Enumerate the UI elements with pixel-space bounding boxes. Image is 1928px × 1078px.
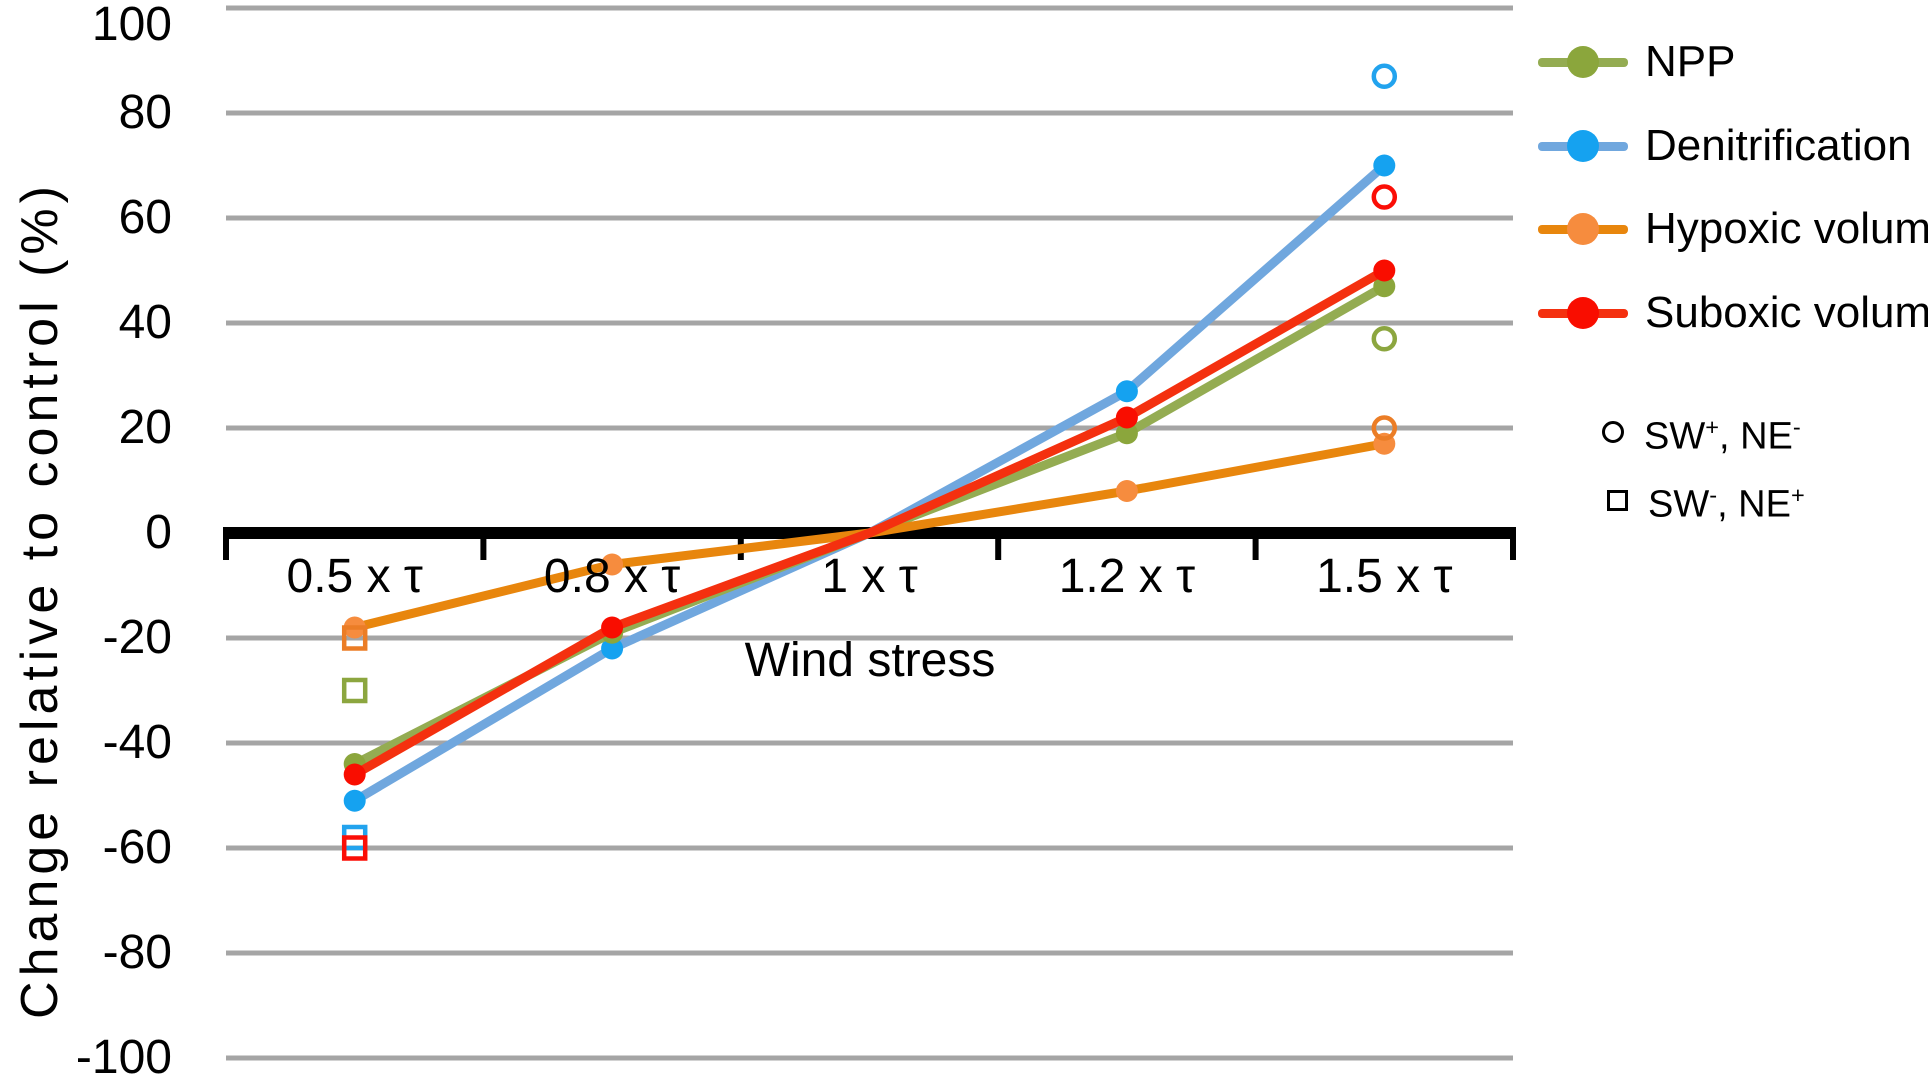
legend-item-label: Hypoxic volume <box>1645 204 1928 253</box>
legend-swatch-icon <box>1538 122 1628 170</box>
legend-marker-icon <box>1567 297 1599 329</box>
legend-item-label: Suboxic volume <box>1645 288 1928 337</box>
open-circle-marker-npp <box>1371 326 1398 352</box>
legend-item-npp: NPP <box>1538 38 1735 86</box>
open-circle-marker-hypoxic-volume <box>1371 415 1398 441</box>
y-tick-label: -60 <box>102 821 172 874</box>
legend-swatch-icon <box>1538 205 1628 253</box>
series-marker-denitrification <box>343 789 366 812</box>
open-circle-icon <box>1602 421 1624 443</box>
x-tick-label: 1.2 x τ <box>1058 550 1196 603</box>
y-tick-label: 20 <box>118 401 172 454</box>
y-tick-label: -80 <box>102 926 172 979</box>
legend-item-denitrification: Denitrification <box>1538 122 1912 170</box>
legend-swatch-icon <box>1538 38 1628 86</box>
legend-marker-icon <box>1567 46 1599 78</box>
legend-item-suboxic-volume: Suboxic volume <box>1538 289 1928 337</box>
series-marker-suboxic-volume <box>1373 259 1396 282</box>
series-line-denitrification <box>350 161 1389 806</box>
open-circle-marker-suboxic-volume <box>1371 184 1398 210</box>
series-marker-suboxic-volume <box>1115 406 1138 429</box>
series-marker-hypoxic-volume <box>1115 480 1138 502</box>
legend-label-sw-plus-ne-minus: SW+, NE- <box>1644 414 1801 458</box>
y-tick-label: 80 <box>118 86 172 139</box>
x-tick-label: 0.5 x τ <box>286 550 423 603</box>
legend-item-sw-plus-ne-minus: SW+, NE- <box>1602 408 1801 458</box>
legend-item-hypoxic-volume: Hypoxic volume <box>1538 205 1928 253</box>
open-circle-marker-denitrification <box>1371 63 1398 89</box>
open-square-marker-npp <box>341 677 368 704</box>
y-tick-label: 40 <box>118 296 172 349</box>
y-tick-label: -20 <box>102 611 172 664</box>
open-square-marker-suboxic-volume <box>341 835 368 861</box>
series-marker-suboxic-volume <box>601 616 624 639</box>
x-tick-label: 1 x τ <box>821 550 918 603</box>
y-tick-label: -100 <box>75 1031 172 1078</box>
series-marker-denitrification <box>1373 154 1396 177</box>
series-marker-suboxic-volume <box>343 763 366 786</box>
y-tick-label: 100 <box>91 0 172 51</box>
legend-item-sw-minus-ne-plus: SW-, NE+ <box>1607 476 1805 526</box>
legend-marker-icon <box>1567 213 1599 245</box>
x-tick-label: 1.5 x τ <box>1316 550 1453 603</box>
y-tick-label: 60 <box>118 191 172 244</box>
series-marker-hypoxic-volume <box>601 553 624 576</box>
open-square-marker-hypoxic-volume <box>341 625 368 651</box>
legend-label-sw-minus-ne-plus: SW-, NE+ <box>1648 482 1805 526</box>
series-marker-npp <box>1115 422 1138 445</box>
legend-marker-icon <box>1567 130 1599 162</box>
open-square-icon <box>1607 489 1628 511</box>
legend-item-label: NPP <box>1645 37 1736 86</box>
series-marker-denitrification <box>1115 380 1138 403</box>
series-marker-denitrification <box>601 637 624 660</box>
x-axis-title: Wind stress <box>744 634 996 687</box>
y-tick-label: 0 <box>145 506 172 559</box>
x-tick-label: 0.8 x τ <box>543 550 681 603</box>
series-line-suboxic-volume <box>350 266 1389 779</box>
y-axis-title: Change relative to control (%) <box>11 181 69 1019</box>
legend-swatch-icon <box>1538 289 1628 337</box>
legend-item-label: Denitrification <box>1645 121 1912 170</box>
y-tick-label: -40 <box>102 716 172 769</box>
series-marker-npp <box>1373 275 1396 298</box>
